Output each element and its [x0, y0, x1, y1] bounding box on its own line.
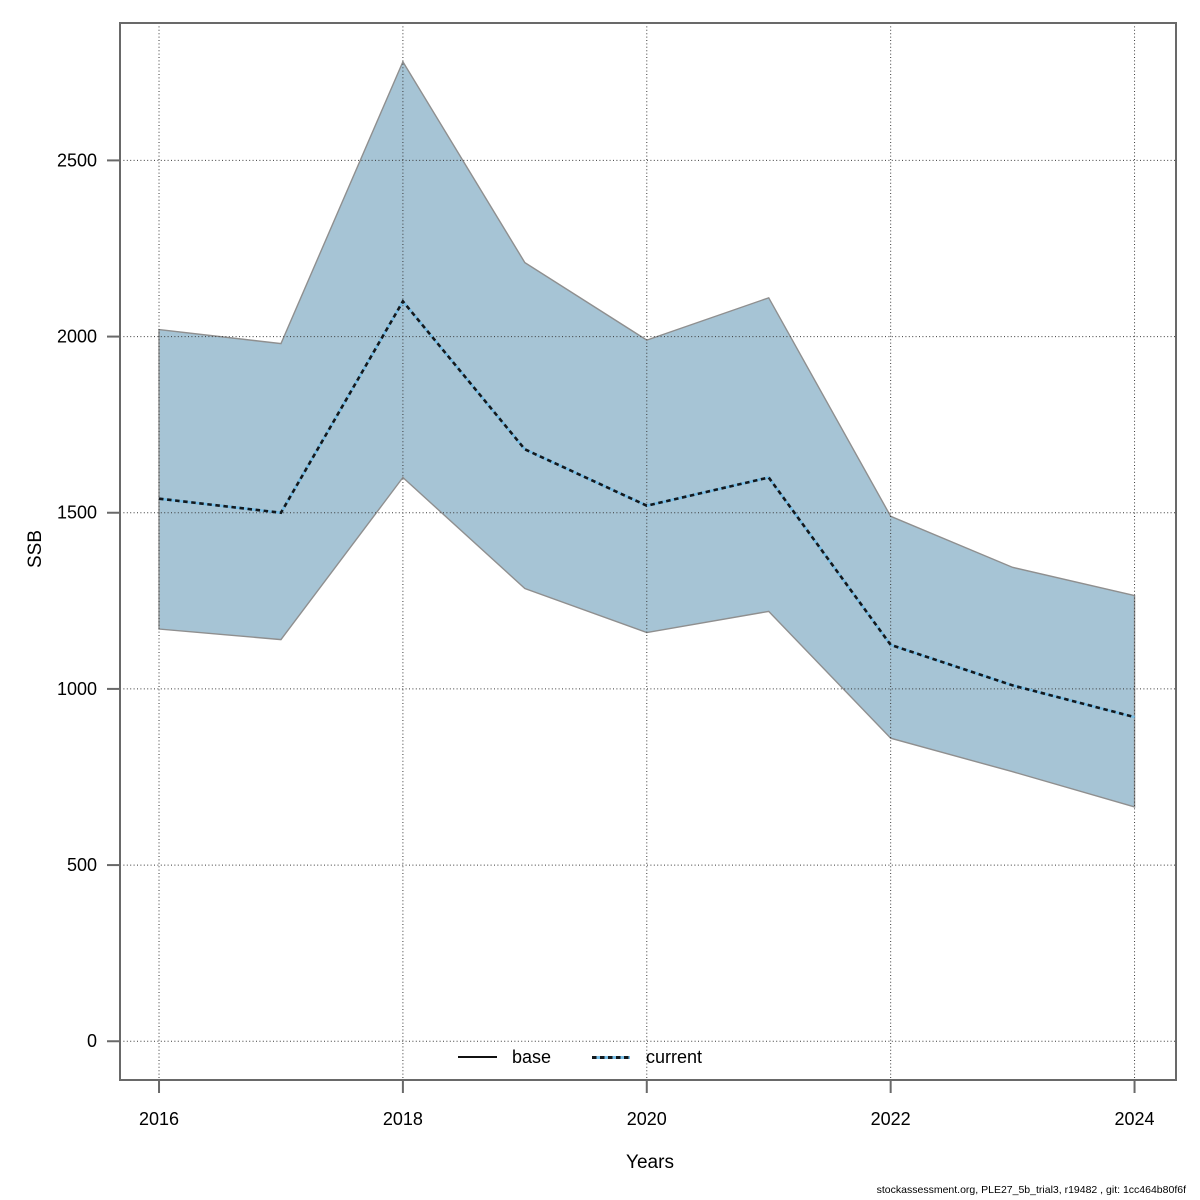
legend-label-base: base [512, 1047, 552, 1067]
svg-text:500: 500 [67, 855, 97, 875]
footer-run-info: stockassessment.org, PLE27_5b_trial3, r1… [876, 1184, 1186, 1196]
svg-text:2500: 2500 [57, 150, 97, 170]
svg-text:2016: 2016 [139, 1109, 179, 1129]
svg-text:0: 0 [87, 1031, 97, 1051]
y-axis-title: SSB [25, 529, 46, 569]
svg-text:2018: 2018 [383, 1109, 423, 1129]
svg-text:2022: 2022 [871, 1109, 911, 1129]
axis-ticks [107, 159, 1136, 1093]
legend-current-line-icon [592, 1056, 630, 1059]
tick-labels: 2016 2018 2020 2022 2024 0 500 1000 1500 2000 2500 [57, 150, 1155, 1129]
legend-base-line-icon [458, 1056, 497, 1058]
svg-text:2020: 2020 [627, 1109, 667, 1129]
svg-text:2000: 2000 [57, 327, 97, 347]
grid-lines [120, 23, 1176, 1080]
plot-border [119, 22, 1177, 1081]
svg-text:1000: 1000 [57, 679, 97, 699]
x-axis-title: Years [626, 1152, 674, 1173]
svg-text:2024: 2024 [1115, 1109, 1155, 1129]
current-line [158, 299, 1135, 719]
legend-label-current: current [646, 1047, 703, 1067]
svg-text:1500: 1500 [57, 503, 97, 523]
